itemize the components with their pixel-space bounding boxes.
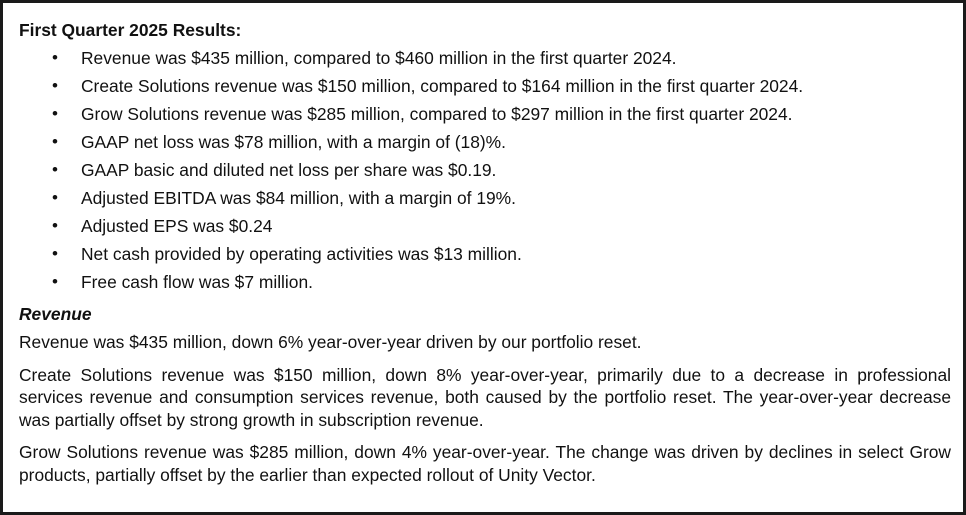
list-item: • GAAP basic and diluted net loss per sha… [19,159,951,187]
bullet-icon: • [52,188,58,207]
bullet-icon: • [52,48,58,67]
bullet-icon: • [52,76,58,95]
list-item-text: GAAP net loss was $78 million, with a ma… [81,132,506,152]
list-item-text: Grow Solutions revenue was $285 million,… [81,104,793,124]
list-item: • Revenue was $435 million, compared to $… [19,47,951,75]
revenue-subheading: Revenue [19,304,92,324]
list-item-text: Adjusted EBITDA was $84 million, with a … [81,188,516,208]
list-item: • Adjusted EPS was $0.24 [19,215,951,243]
list-item-text: GAAP basic and diluted net loss per shar… [81,160,497,180]
list-item-text: Adjusted EPS was $0.24 [81,216,273,236]
list-item: • Adjusted EBITDA was $84 million, with a… [19,187,951,215]
section-title: First Quarter 2025 Results: [19,20,242,40]
bullet-icon: • [52,272,58,291]
bullet-icon: • [52,216,58,235]
results-list: • Revenue was $435 million, compared to $… [19,47,951,299]
paragraph: Grow Solutions revenue was $285 million,… [19,442,951,485]
bullet-icon: • [52,244,58,263]
list-item: • Create Solutions revenue was $150 milli… [19,75,951,103]
list-item: • GAAP net loss was $78 million, with a m… [19,131,951,159]
list-item: • Net cash provided by operating activiti… [19,243,951,271]
bullet-icon: • [52,160,58,179]
document-content: First Quarter 2025 Results: • Revenue was… [19,19,951,496]
list-item-text: Create Solutions revenue was $150 millio… [81,76,804,96]
paragraph: Revenue was $435 million, down 6% year-o… [19,332,642,352]
list-item-text: Revenue was $435 million, compared to $4… [81,48,677,68]
paragraph: Create Solutions revenue was $150 millio… [19,364,951,430]
bullet-icon: • [52,132,58,151]
list-item: • Grow Solutions revenue was $285 million… [19,103,951,131]
list-item: • Free cash flow was $7 million. [19,271,951,299]
list-item-text: Net cash provided by operating activitie… [81,244,522,264]
bullet-icon: • [52,104,58,123]
list-item-text: Free cash flow was $7 million. [81,272,313,292]
